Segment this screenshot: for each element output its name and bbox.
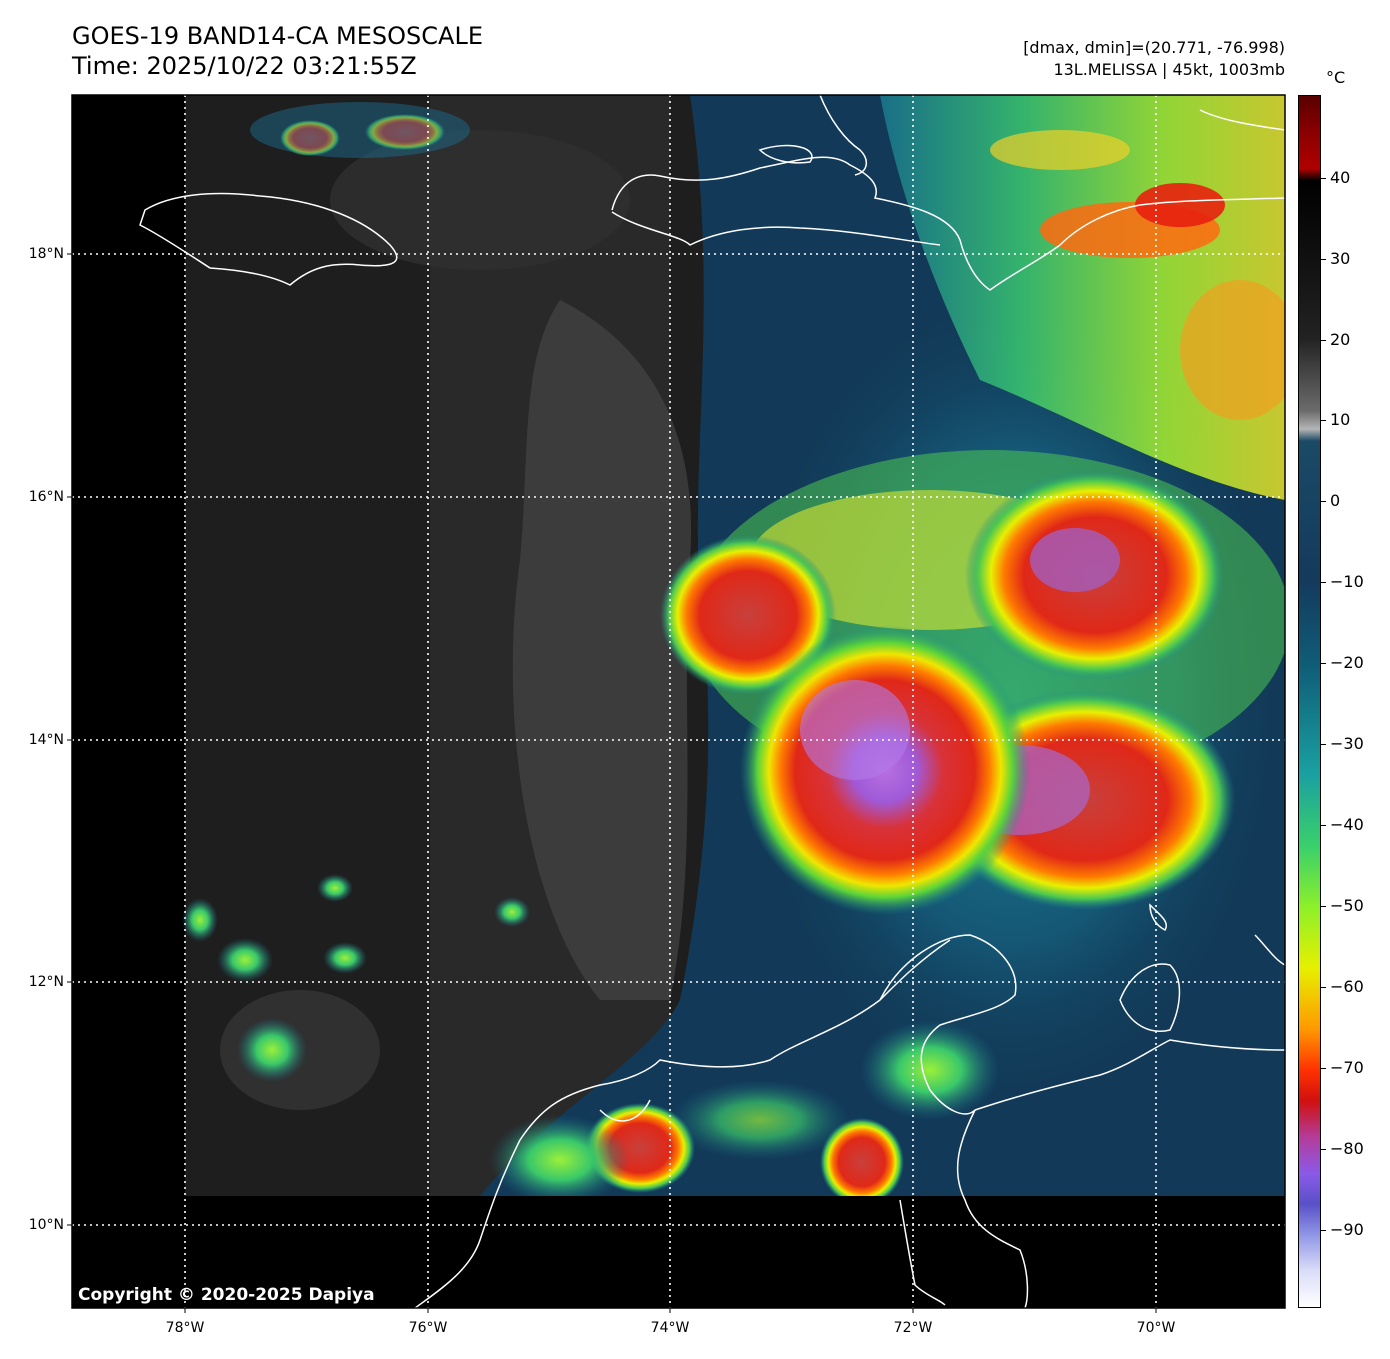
lat-label-16n: 16°N [28,489,64,505]
colorbar-tick-label: 10 [1330,410,1351,429]
colorbar-tick-label: 20 [1330,330,1351,349]
chart-timestamp: Time: 2025/10/22 03:21:55Z [72,52,417,80]
lon-label-78w: 78°W [165,1320,205,1336]
convective-cell-northwest [660,535,836,695]
lon-label-70w: 70°W [1136,1320,1176,1336]
convective-cell-south [820,1118,904,1206]
lat-label-14n: 14°N [28,732,64,748]
lon-label-74w: 74°W [650,1320,690,1336]
colorbar-tick-label: 0 [1330,491,1341,510]
colorbar-tick-label: −70 [1330,1058,1364,1077]
colorbar-tick-label: −50 [1330,896,1364,915]
lat-label-18n: 18°N [28,246,64,262]
dmax-dmin-readout: [dmax, dmin]=(20.771, -76.998) [1023,38,1285,57]
temperature-colorbar [1298,95,1321,1308]
colorbar-tick-label: −60 [1330,977,1364,996]
colorbar-tick-label: −80 [1330,1139,1364,1158]
graticule [72,95,1285,1308]
colorbar-unit: °C [1326,68,1346,87]
colorbar-tick-label: −20 [1330,653,1364,672]
colorbar-tick-label: 30 [1330,249,1351,268]
storm-info: 13L.MELISSA | 45kt, 1003mb [1053,60,1285,79]
lat-label-12n: 12°N [28,974,64,990]
colorbar-tick-label: −40 [1330,815,1364,834]
lon-label-76w: 76°W [408,1320,448,1336]
lat-label-10n: 10°N [28,1217,64,1233]
lon-label-72w: 72°W [893,1320,933,1336]
colorbar-tick-label: −10 [1330,572,1364,591]
chart-title: GOES-19 BAND14-CA MESOSCALE [72,22,483,50]
coastlines [139,95,1285,1308]
copyright-text: Copyright © 2020-2025 Dapiya [78,1285,375,1305]
plot-frame [71,94,1286,1309]
colorbar-tick-label: −90 [1330,1220,1364,1239]
colorbar-tick-label: 40 [1330,168,1351,187]
colorbar-tick-label: −30 [1330,734,1364,753]
